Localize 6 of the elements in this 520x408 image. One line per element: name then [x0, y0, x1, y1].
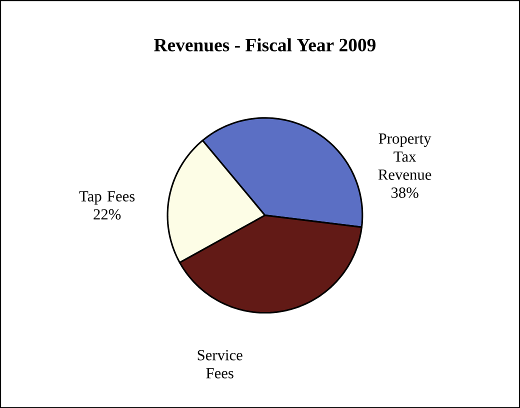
chart-title: Revenues - Fiscal Year 2009: [154, 38, 376, 52]
slice-label: Service Fees: [198, 350, 242, 378]
slice-label: Property Tax Revenue: [378, 133, 432, 180]
slice-label: Tap Fees: [79, 191, 135, 205]
data-label: 22%: [94, 209, 121, 220]
data-label: 38%: [391, 187, 418, 198]
